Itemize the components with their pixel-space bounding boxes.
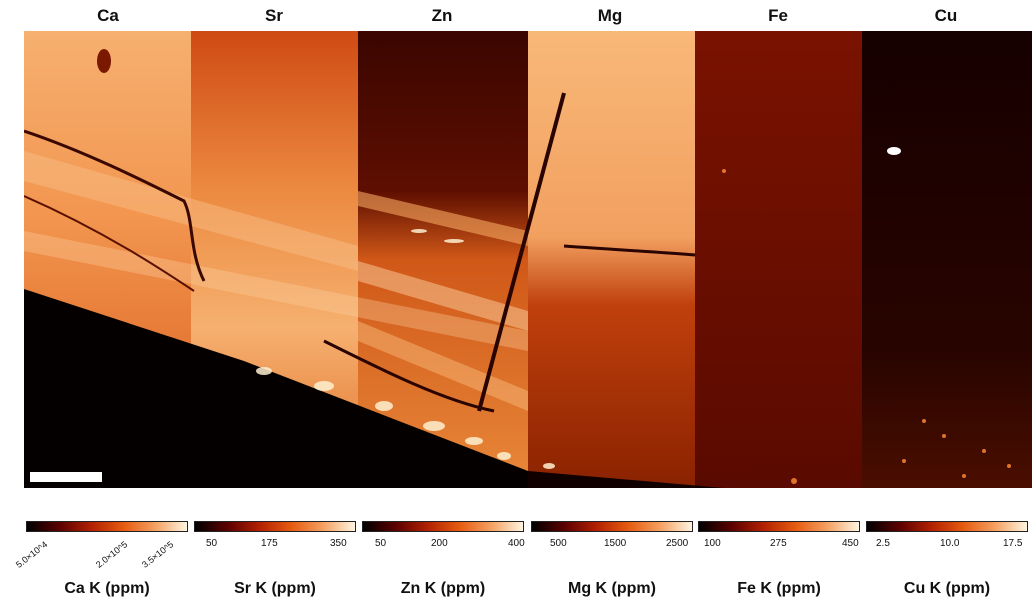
tick-zn-1: 50	[375, 538, 387, 549]
tick-ca-2: 2.0×10^5	[94, 539, 130, 570]
map-cu	[862, 31, 1032, 488]
panel-title-fe: Fe	[768, 6, 788, 25]
colorbar-label-fe: Fe K (ppm)	[737, 580, 821, 597]
colorbar-ca	[26, 521, 188, 532]
tick-fe-2: 275	[770, 538, 787, 549]
panel-title-cu: Cu	[934, 6, 958, 25]
tick-cu-3: 17.5	[1003, 538, 1023, 549]
tick-mg-3: 2500	[666, 538, 689, 549]
colorbar-label-mg: Mg K (ppm)	[568, 580, 656, 597]
colorbar-cu	[866, 521, 1028, 532]
tick-zn-2: 200	[431, 538, 448, 549]
tick-ca-3: 3.5×10^5	[140, 539, 176, 570]
colorbar-fe	[698, 521, 860, 532]
panel-title-sr: Sr	[265, 6, 283, 25]
tick-cu-1: 2.5	[876, 538, 890, 549]
tick-cu-2: 10.0	[940, 538, 960, 549]
map-fe	[695, 31, 862, 488]
panel-title-zn: Zn	[431, 6, 453, 25]
scale-bar-label: 200 μm	[30, 486, 103, 508]
colorbar-mg	[531, 521, 693, 532]
tick-sr-2: 175	[261, 538, 278, 549]
tick-sr-3: 350	[330, 538, 347, 549]
tick-zn-3: 400	[508, 538, 525, 549]
colorbar-sr	[194, 521, 356, 532]
tick-mg-1: 500	[550, 538, 567, 549]
colorbar-label-ca: Ca K (ppm)	[64, 580, 150, 597]
panel-title-mg: Mg	[597, 6, 623, 25]
colorbar-zn	[362, 521, 524, 532]
map-zn	[358, 31, 528, 488]
tick-ca-1: 5.0×10^4	[14, 539, 50, 570]
colorbar-label-cu: Cu K (ppm)	[903, 580, 991, 597]
tick-fe-3: 450	[842, 538, 859, 549]
maps-svg	[24, 31, 1032, 488]
colorbar-label-sr: Sr K (ppm)	[234, 580, 316, 597]
tick-mg-2: 1500	[604, 538, 627, 549]
tick-sr-1: 50	[206, 538, 218, 549]
colorbar-label-zn: Zn K (ppm)	[400, 580, 486, 597]
map-mg	[528, 31, 695, 488]
tick-fe-1: 100	[704, 538, 721, 549]
panel-title-ca: Ca	[97, 6, 119, 25]
elemental-maps	[24, 31, 1032, 488]
scale-bar	[30, 472, 102, 482]
